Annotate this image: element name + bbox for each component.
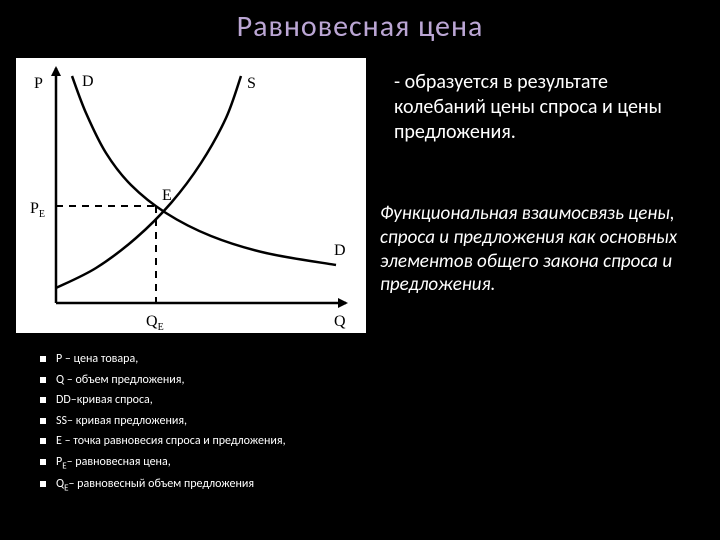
svg-text:Q: Q (334, 313, 346, 330)
svg-text:P: P (34, 75, 43, 92)
legend-item-text: QE– равновесный объем предложения (56, 475, 370, 495)
bullet-icon (40, 481, 46, 487)
svg-text:E: E (162, 187, 172, 204)
svg-text:D: D (82, 73, 94, 90)
bullet-icon (40, 459, 46, 465)
legend-item-text: DD–кривая спроса, (56, 391, 370, 410)
bullet-icon (40, 377, 46, 383)
legend-item: E – точка равновесия спроса и предложени… (40, 432, 370, 451)
legend-item-text: PE– равновесная цена, (56, 453, 370, 473)
explanation-text: Функциональная взаимосвязь цены, спроса … (380, 202, 706, 297)
legend-item: Q – объем предложения, (40, 371, 370, 390)
legend-item-text: P – цена товара, (56, 350, 370, 369)
bullet-icon (40, 397, 46, 403)
legend-item: P – цена товара, (40, 350, 370, 369)
svg-text:D: D (334, 242, 346, 259)
page-title: Равновесная цена (0, 8, 720, 45)
bullet-icon (40, 418, 46, 424)
legend-item: SS– кривая предложения, (40, 412, 370, 431)
legend-item: QE– равновесный объем предложения (40, 475, 370, 495)
svg-text:S: S (247, 75, 256, 92)
bullet-icon (40, 438, 46, 444)
legend-item: DD–кривая спроса, (40, 391, 370, 410)
equilibrium-chart: PQPEQEDDSE (16, 58, 366, 333)
legend-item: PE– равновесная цена, (40, 453, 370, 473)
legend-item-text: Q – объем предложения, (56, 371, 370, 390)
legend-list: P – цена товара, Q – объем предложения,DD… (40, 350, 370, 498)
bullet-icon (40, 356, 46, 362)
legend-item-text: SS– кривая предложения, (56, 412, 370, 431)
legend-item-text: E – точка равновесия спроса и предложени… (56, 432, 370, 451)
definition-text: - образуется в результате колебаний цены… (394, 70, 704, 145)
